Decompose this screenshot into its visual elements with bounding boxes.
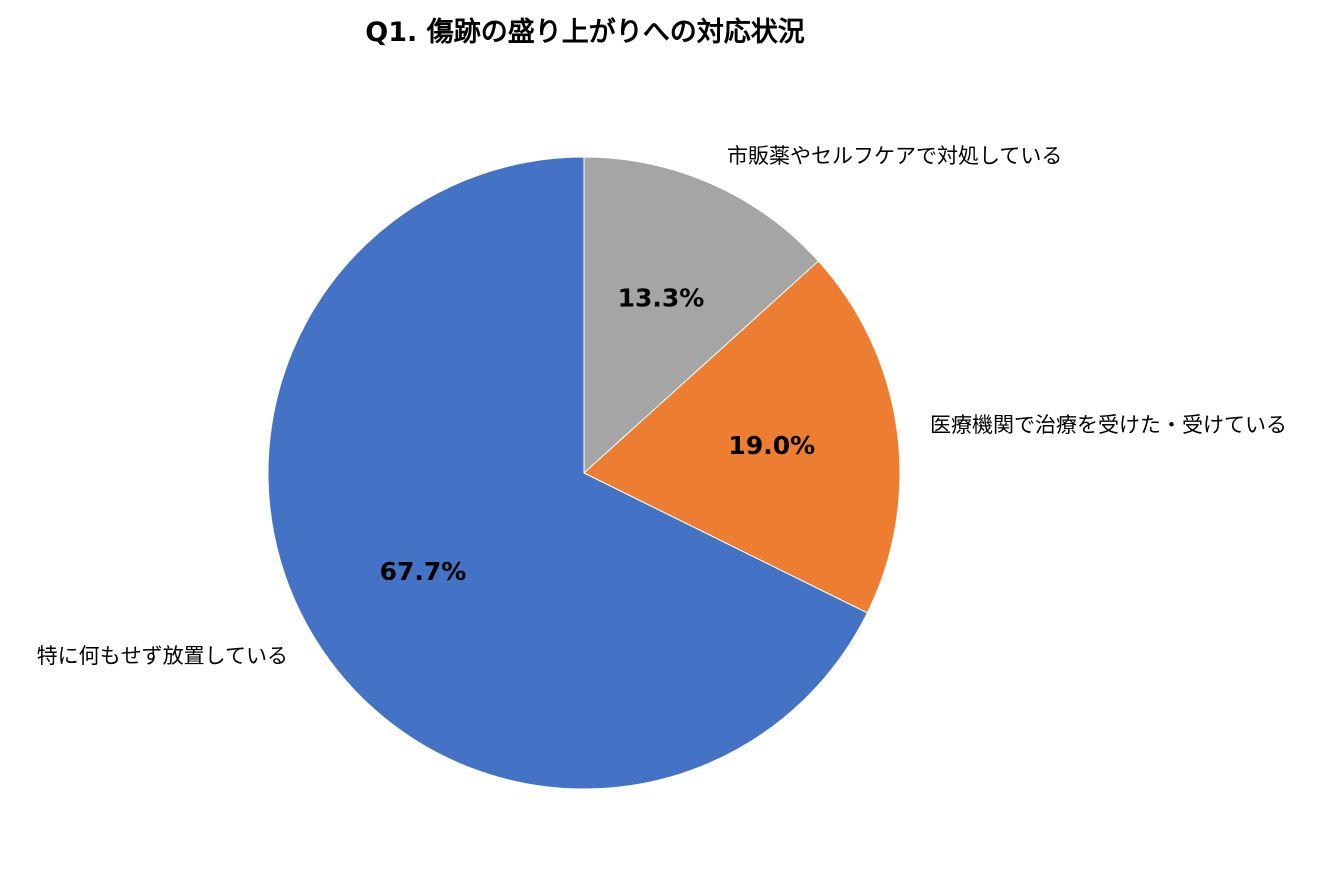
slice-value-label-2: 67.7%: [380, 557, 467, 586]
slices-layer: [267, 156, 901, 790]
labels-layer: 13.3% 市販薬やセルフケアで対処している 19.0% 医療機関で治療を受けた・受け…: [37, 144, 1287, 668]
pie-slice-0: [583, 156, 820, 475]
slice-value-label-1: 19.0%: [728, 431, 815, 460]
chart-title: Q1. 傷跡の盛り上がりへの対応状況: [365, 17, 805, 48]
pie-slice-2: [267, 156, 869, 790]
slice-category-label-2: 特に何もせず放置している: [37, 644, 288, 668]
slice-value-label-0: 13.3%: [618, 284, 705, 313]
slice-category-label-0: 市販薬やセルフケアで対処している: [727, 144, 1062, 168]
pie-slice-1: [583, 260, 901, 614]
slice-category-label-1: 医療機関で治療を受けた・受けている: [930, 413, 1287, 437]
